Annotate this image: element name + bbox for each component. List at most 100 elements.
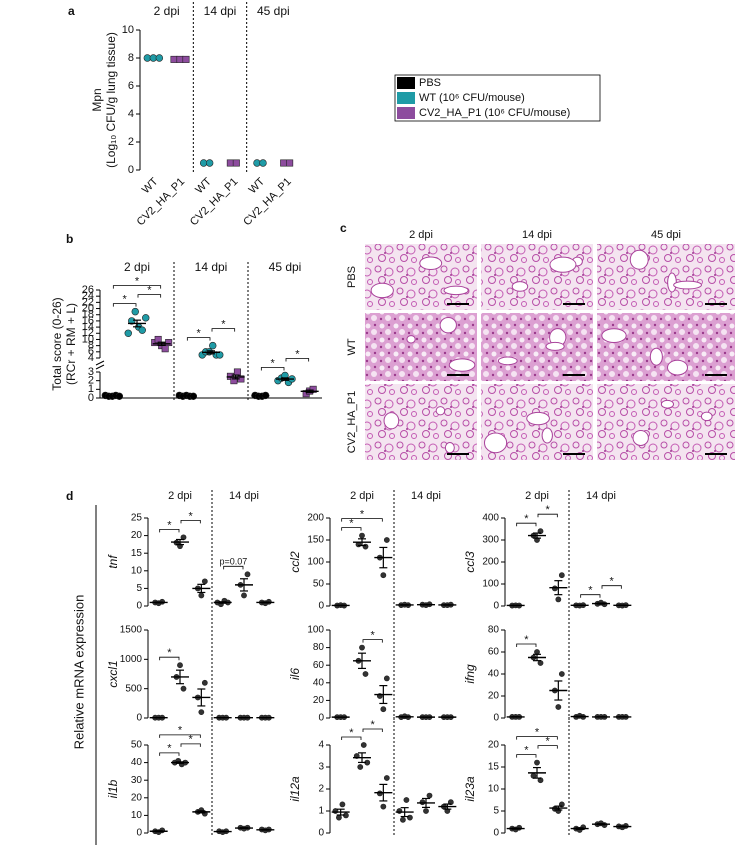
data-point (555, 704, 562, 710)
section-label: 2 dpi (350, 490, 374, 502)
y-tick-label: 0 (136, 828, 142, 839)
data-point (180, 685, 187, 692)
significance-bracket (516, 736, 558, 740)
significance-bracket (537, 745, 558, 749)
significance-label: * (295, 348, 300, 360)
row-label: PBS (346, 266, 358, 288)
significance-bracket (223, 565, 244, 570)
y-tick-label: 10 (122, 24, 134, 36)
section-label: 2 dpi (154, 4, 180, 18)
airway (443, 285, 469, 296)
scale-bar (705, 453, 727, 455)
data-point (383, 675, 390, 682)
y-tick-label: 20 (313, 695, 325, 706)
panel-label: c (340, 221, 347, 235)
data-point (259, 159, 267, 167)
significance-bracket (516, 522, 537, 527)
y-axis-label: il12a (288, 776, 302, 802)
x-tick-label: CV2_HA_P1 (135, 176, 188, 229)
scale-bar (705, 374, 727, 376)
data-point (131, 307, 139, 316)
column-label: 45 dpi (651, 229, 681, 241)
airway (511, 281, 529, 292)
y-axis-label: ccl2 (288, 551, 302, 573)
data-point (177, 662, 183, 669)
significance-label: * (271, 357, 276, 369)
y-axis-label: Relative mRNA expression (71, 595, 86, 750)
airway (526, 411, 550, 426)
y-tick-label: 10 (131, 565, 143, 576)
histology-image (365, 244, 477, 310)
airway (419, 256, 443, 271)
y-tick-label: 20 (131, 792, 143, 803)
data-point (357, 764, 364, 770)
data-point (383, 775, 390, 781)
significance-bracket (211, 328, 236, 332)
significance-bracket (159, 656, 180, 661)
y-tick-label: 150 (307, 535, 324, 546)
significance-bracket (159, 734, 201, 738)
airway (660, 399, 675, 409)
y-tick-label: 1 (88, 383, 94, 395)
column-label: 14 dpi (522, 229, 552, 241)
y-tick-label: 26 (82, 284, 94, 296)
significance-label: * (535, 727, 540, 739)
data-point (161, 345, 169, 353)
y-tick-label: 60 (488, 647, 500, 658)
significance-bracket (341, 518, 383, 522)
y-tick-label: 40 (313, 677, 325, 688)
airway (541, 427, 553, 444)
airway (435, 406, 446, 416)
significance-bracket (285, 358, 310, 362)
y-tick-label: 10 (82, 333, 94, 345)
significance-bracket (180, 519, 201, 524)
legend-box (394, 74, 601, 122)
airway (649, 347, 663, 366)
significance-bracket (580, 594, 601, 598)
y-tick-label: 4 (128, 108, 134, 120)
y-tick-label: 8 (128, 52, 134, 64)
y-axis-label: tnf (106, 554, 120, 569)
y-axis-label: il23a (463, 776, 477, 802)
y-tick-label: 2 (128, 136, 134, 148)
y-tick-label: 16 (82, 315, 94, 327)
data-point (360, 742, 367, 748)
y-tick-label: 25 (131, 513, 143, 524)
y-tick-label: 300 (482, 535, 499, 546)
legend-swatch (397, 92, 415, 104)
data-point (419, 799, 426, 806)
significance-label: * (167, 519, 172, 531)
significance-label: * (349, 727, 354, 739)
airway (444, 442, 455, 454)
data-point (336, 814, 342, 821)
data-point (201, 578, 208, 585)
legend-label: CV2_HA_P1 (10⁶ CFU/mouse) (419, 107, 570, 119)
airway (406, 335, 416, 344)
histology-image (365, 384, 477, 460)
y-tick-label: 20 (82, 302, 94, 314)
section-label: 14 dpi (586, 490, 616, 502)
y-tick-label: 40 (131, 757, 143, 768)
panel-label: b (66, 232, 73, 246)
y-tick-label: 0 (493, 828, 499, 839)
legend-label: WT (10⁶ CFU/mouse) (419, 92, 525, 104)
data-point (165, 339, 173, 347)
y-tick-label: 0 (88, 392, 94, 404)
histology-image (481, 313, 593, 381)
y-axis-label: ifng (463, 664, 477, 684)
section-label: 45 dpi (269, 260, 302, 274)
y-tick-label: 14 (82, 321, 94, 333)
histology-image (597, 313, 735, 381)
scale-bar (563, 453, 585, 455)
significance-bracket (362, 639, 383, 643)
panel-label: a (68, 4, 75, 18)
airway (629, 249, 649, 270)
airway (549, 256, 577, 273)
y-tick-label: 500 (125, 683, 142, 694)
y-tick-label: 0 (318, 828, 324, 839)
y-tick-label: 0 (493, 713, 499, 724)
data-point (362, 543, 369, 550)
significance-bracket (341, 527, 362, 531)
y-tick-label: 0 (493, 601, 499, 612)
